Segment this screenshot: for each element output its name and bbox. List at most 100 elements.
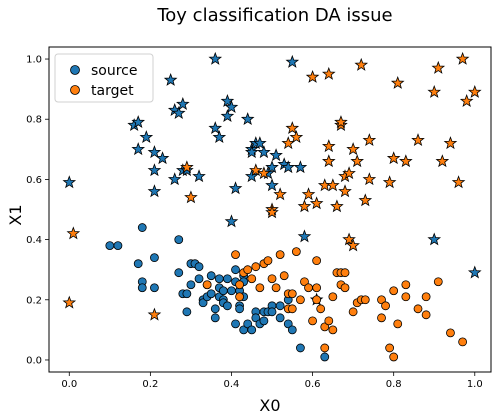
target-star-point (411, 133, 425, 147)
source-circle-point (137, 283, 147, 293)
source-circle-point (194, 262, 204, 272)
target-circle-point (413, 304, 423, 314)
target-circle-point (287, 289, 297, 299)
target-circle-point (304, 283, 313, 293)
target-circle-point (287, 304, 297, 314)
target-circle-point (348, 307, 358, 317)
source-star-point (257, 145, 271, 159)
source-star-point (244, 145, 259, 159)
target-star-point (184, 190, 198, 204)
source-star-point (240, 112, 255, 126)
target-star-point (66, 226, 81, 240)
source-star-point (253, 136, 267, 150)
x-tick-3: 0.6 (305, 372, 321, 390)
legend-marker-source (70, 65, 80, 75)
target-star-point (455, 51, 470, 65)
y-tick-3: 0.6 (26, 175, 49, 186)
target-circle-point (389, 352, 399, 362)
y-tick-label: 0.6 (26, 175, 42, 186)
source-star-point (293, 160, 308, 174)
y-tick-label: 0.2 (26, 295, 42, 306)
source-star-point (285, 54, 300, 68)
target-star-point (285, 121, 300, 135)
target-star-point (431, 60, 446, 74)
target-star-point (346, 238, 360, 252)
plot-area: 0.0 0.2 0.4 0.6 0.8 1.0 0.0 0.2 0.4 0.6 0.8 1.0 (26, 46, 492, 390)
target-circle-point (255, 283, 265, 293)
target-star-point (443, 136, 458, 150)
target-star-point (257, 166, 271, 180)
y-tick-4: 0.8 (26, 115, 49, 126)
target-star-point (362, 133, 377, 147)
target-star-point (297, 199, 312, 213)
source-circle-point (218, 286, 228, 296)
target-circle-point (300, 277, 309, 287)
target-circle-point (324, 316, 334, 326)
target-circle-point (312, 256, 322, 266)
target-circle-point (320, 343, 330, 353)
source-circle-point (174, 268, 184, 278)
target-circle-point (235, 292, 244, 302)
source-circle-point (210, 304, 220, 314)
source-circle-point (223, 301, 232, 311)
target-circle-point (251, 262, 261, 272)
target-circle-point (377, 313, 386, 323)
target-circle-point (401, 292, 411, 302)
target-star-point (322, 154, 336, 168)
target-circle-point (291, 247, 301, 257)
target-star-point (301, 187, 316, 201)
target-circle-point (421, 292, 431, 302)
source-star-point (467, 265, 482, 279)
source-circle-point (194, 274, 204, 284)
source-star-point (131, 142, 146, 156)
source-star-point (228, 181, 243, 195)
y-tick-1: 0.2 (26, 295, 49, 306)
source-circle-point (186, 280, 196, 290)
x-tick-0: 0.0 (61, 372, 77, 390)
source-star-point (147, 184, 162, 198)
y-tick-label: 0.8 (26, 115, 42, 126)
source-circle-point (210, 313, 220, 323)
x-tick-label: 0.0 (61, 379, 77, 390)
target-circle-point (381, 301, 390, 311)
source-circle-point (231, 265, 240, 275)
source-circle-point (227, 286, 236, 296)
target-circle-point (320, 322, 330, 332)
source-star-point (147, 163, 162, 177)
source-circle-point (182, 289, 192, 299)
source-star-point (224, 100, 239, 113)
x-tick-label: 1.0 (467, 379, 483, 390)
source-circle-point (137, 223, 147, 232)
target-star-point (309, 196, 324, 210)
target-circle-point (340, 283, 350, 293)
target-circle-point (235, 280, 244, 290)
target-star-point (427, 84, 442, 98)
x-axis-label: X0 (259, 396, 280, 415)
target-star-point (435, 154, 450, 168)
source-star-point (131, 115, 146, 129)
target-star-point (334, 115, 348, 129)
source-star-point (220, 109, 235, 122)
target-circle-point (389, 286, 399, 296)
source-star-point (208, 121, 223, 135)
y-tick-0: 0.0 (26, 355, 49, 366)
y-tick-label: 0.4 (26, 235, 42, 246)
legend-marker-target (70, 85, 80, 95)
target-star-point (386, 151, 401, 165)
y-tick-2: 0.4 (26, 235, 49, 246)
source-circle-point (243, 319, 253, 329)
target-circle-point (401, 280, 411, 290)
source-circle-point (247, 325, 257, 335)
target-star-point (338, 184, 352, 198)
source-circle-point (275, 301, 285, 311)
target-circle-point (231, 250, 240, 260)
target-star-point (265, 205, 279, 219)
source-star-point (224, 214, 239, 228)
target-circle-point (360, 295, 370, 305)
target-star-point (289, 130, 304, 144)
source-star-point (192, 169, 206, 183)
source-circle-point (133, 259, 143, 269)
source-star-point (269, 148, 283, 162)
source-circle-point (320, 352, 330, 362)
source-circle-point (150, 253, 159, 263)
